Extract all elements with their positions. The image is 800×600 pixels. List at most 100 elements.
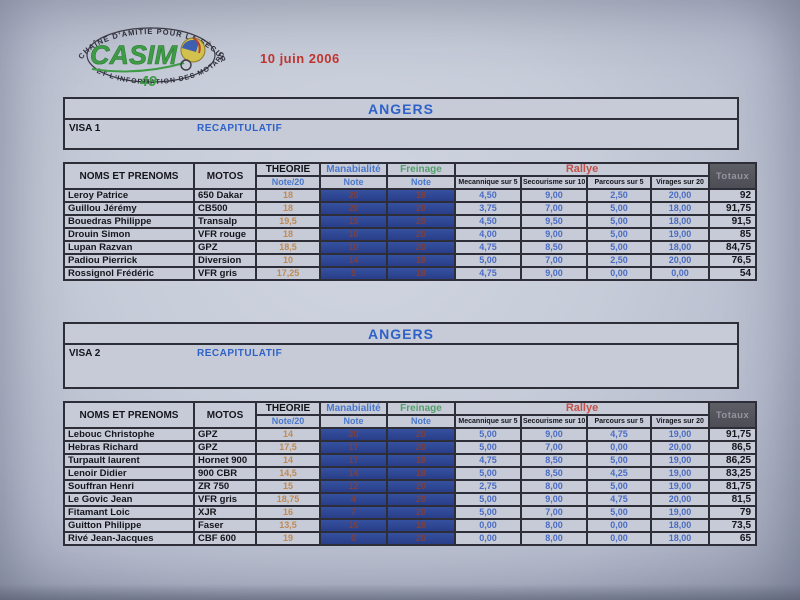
cell-virages: 20,00 bbox=[649, 492, 711, 507]
cell-virages: 19,00 bbox=[649, 479, 711, 494]
cell-parcours: 5,00 bbox=[586, 240, 652, 255]
cell-freinage-note: 20 bbox=[386, 427, 456, 442]
cell-theorie-note: 18 bbox=[255, 201, 321, 216]
results-section-visa-1: ANGERS VISA 1 RECAPITULATIF NOMS ET PREN… bbox=[63, 97, 758, 281]
cell-theorie-note: 14 bbox=[255, 453, 321, 468]
cell-maniabilite-note: 20 bbox=[319, 427, 388, 442]
cell-mecannique: 4,00 bbox=[454, 227, 522, 242]
cell-virages: 20,00 bbox=[649, 440, 711, 455]
cell-total: 86,25 bbox=[708, 453, 758, 468]
cell-rider-name: Lupan Razvan bbox=[63, 240, 195, 255]
cell-mecannique: 5,00 bbox=[454, 440, 522, 455]
cell-parcours: 0,00 bbox=[586, 440, 652, 455]
cell-rider-name: Turpault laurent bbox=[63, 453, 195, 468]
cell-mecannique: 4,75 bbox=[454, 266, 522, 281]
cell-moto: ZR 750 bbox=[193, 479, 257, 494]
cell-parcours: 4,75 bbox=[586, 427, 652, 442]
cell-total: 86,5 bbox=[708, 440, 758, 455]
cell-virages: 20,00 bbox=[649, 253, 711, 268]
col-header-totaux: Totaux bbox=[708, 401, 758, 429]
cell-mecannique: 5,00 bbox=[454, 466, 522, 481]
cell-maniabilite-note: 14 bbox=[319, 466, 388, 481]
cell-secourisme: 7,00 bbox=[520, 201, 588, 216]
cell-moto: VFR gris bbox=[193, 266, 257, 281]
cell-virages: 18,00 bbox=[649, 240, 711, 255]
cell-rider-name: Padiou Pierrick bbox=[63, 253, 195, 268]
cell-freinage-note: 20 bbox=[386, 440, 456, 455]
cell-virages: 0,00 bbox=[649, 266, 711, 281]
cell-maniabilite-note: 20 bbox=[319, 188, 388, 203]
cell-secourisme: 9,00 bbox=[520, 427, 588, 442]
cell-moto: Diversion bbox=[193, 253, 257, 268]
cell-moto: 900 CBR bbox=[193, 466, 257, 481]
table-row: Guitton Philippe Faser 13,5 16 18 0,00 8,00 0,0… bbox=[63, 518, 758, 533]
cell-parcours: 2,50 bbox=[586, 253, 652, 268]
table-row: Hebras Richard GPZ 17,5 17 20 5,00 7,00 0,00 20,… bbox=[63, 440, 758, 455]
recapitulatif-label: RECAPITULATIF bbox=[197, 123, 283, 134]
col-header-freinage: Freinage bbox=[386, 401, 456, 416]
cell-moto: CBF 600 bbox=[193, 531, 257, 546]
cell-total: 85 bbox=[708, 227, 758, 242]
cell-secourisme: 9,50 bbox=[520, 214, 588, 229]
cell-secourisme: 9,00 bbox=[520, 227, 588, 242]
cell-freinage-note: 20 bbox=[386, 201, 456, 216]
cell-maniabilite-note: 10 bbox=[319, 227, 388, 242]
table-row: Lupan Razvan GPZ 18,5 10 20 4,75 8,50 5,00 18,00… bbox=[63, 240, 758, 255]
cell-moto: GPZ bbox=[193, 440, 257, 455]
visa-label: VISA 1 bbox=[69, 123, 101, 134]
cell-mecannique: 3,75 bbox=[454, 201, 522, 216]
cell-total: 83,25 bbox=[708, 466, 758, 481]
cell-total: 81,75 bbox=[708, 479, 758, 494]
cell-maniabilite-note: 5 bbox=[319, 266, 388, 281]
cell-rider-name: Drouin Simon bbox=[63, 227, 195, 242]
col-subheader-mecannique: Mecannique sur 5 bbox=[454, 414, 522, 429]
cell-rider-name: Guitton Philippe bbox=[63, 518, 195, 533]
recapitulatif-label: RECAPITULATIF bbox=[197, 348, 283, 359]
col-subheader-note20: Note/20 bbox=[255, 175, 321, 190]
cell-secourisme: 8,00 bbox=[520, 479, 588, 494]
table-row: Rivé Jean-Jacques CBF 600 19 0 20 0,00 8,00 0,0… bbox=[63, 531, 758, 546]
cell-secourisme: 7,00 bbox=[520, 440, 588, 455]
table-row: Leroy Patrice 650 Dakar 18 20 18 4,50 9,00 2,50… bbox=[63, 188, 758, 203]
logo-oval bbox=[86, 27, 216, 83]
cell-parcours: 0,00 bbox=[586, 531, 652, 546]
col-subheader-note-frein: Note bbox=[386, 414, 456, 429]
cell-total: 84,75 bbox=[708, 240, 758, 255]
cell-mecannique: 5,00 bbox=[454, 492, 522, 507]
cell-virages: 19,00 bbox=[649, 505, 711, 520]
cell-secourisme: 9,00 bbox=[520, 492, 588, 507]
cell-maniabilite-note: 7 bbox=[319, 505, 388, 520]
cell-theorie-note: 13,5 bbox=[255, 518, 321, 533]
event-date: 10 juin 2006 bbox=[260, 51, 340, 66]
cell-mecannique: 5,00 bbox=[454, 427, 522, 442]
visa-row: VISA 2 RECAPITULATIF bbox=[65, 345, 737, 387]
cell-moto: XJR bbox=[193, 505, 257, 520]
col-subheader-mecannique: Mecannique sur 5 bbox=[454, 175, 522, 190]
cell-freinage-note: 20 bbox=[386, 479, 456, 494]
cell-secourisme: 8,00 bbox=[520, 518, 588, 533]
cell-moto: VFR rouge bbox=[193, 227, 257, 242]
cell-secourisme: 8,50 bbox=[520, 466, 588, 481]
cell-virages: 19,00 bbox=[649, 227, 711, 242]
cell-maniabilite-note: 12 bbox=[319, 479, 388, 494]
table-row: Fitamant Loic XJR 16 7 20 5,00 7,00 5,00 19,00 79 bbox=[63, 505, 758, 520]
cell-parcours: 4,75 bbox=[586, 492, 652, 507]
cell-secourisme: 7,00 bbox=[520, 505, 588, 520]
cell-total: 91,75 bbox=[708, 201, 758, 216]
cell-parcours: 5,00 bbox=[586, 201, 652, 216]
table-row: Drouin Simon VFR rouge 18 10 20 4,00 9,00 5,00 1… bbox=[63, 227, 758, 242]
cell-mecannique: 0,00 bbox=[454, 518, 522, 533]
table-row: Lenoir Didier 900 CBR 14,5 14 18 5,00 8,50 4,25… bbox=[63, 466, 758, 481]
cell-theorie-note: 14,5 bbox=[255, 466, 321, 481]
cell-freinage-note: 20 bbox=[386, 227, 456, 242]
logo-underline-swoosh bbox=[91, 62, 185, 73]
cell-parcours: 4,25 bbox=[586, 466, 652, 481]
cell-rider-name: Fitamant Loic bbox=[63, 505, 195, 520]
cell-theorie-note: 14 bbox=[255, 427, 321, 442]
col-subheader-parcours: Parcours sur 5 bbox=[586, 414, 652, 429]
cell-maniabilite-note: 15 bbox=[319, 214, 388, 229]
cell-theorie-note: 18,75 bbox=[255, 492, 321, 507]
col-header-maniabilite: Manabialité bbox=[319, 401, 388, 416]
col-subheader-secourisme: Secourisme sur 10 bbox=[520, 414, 588, 429]
